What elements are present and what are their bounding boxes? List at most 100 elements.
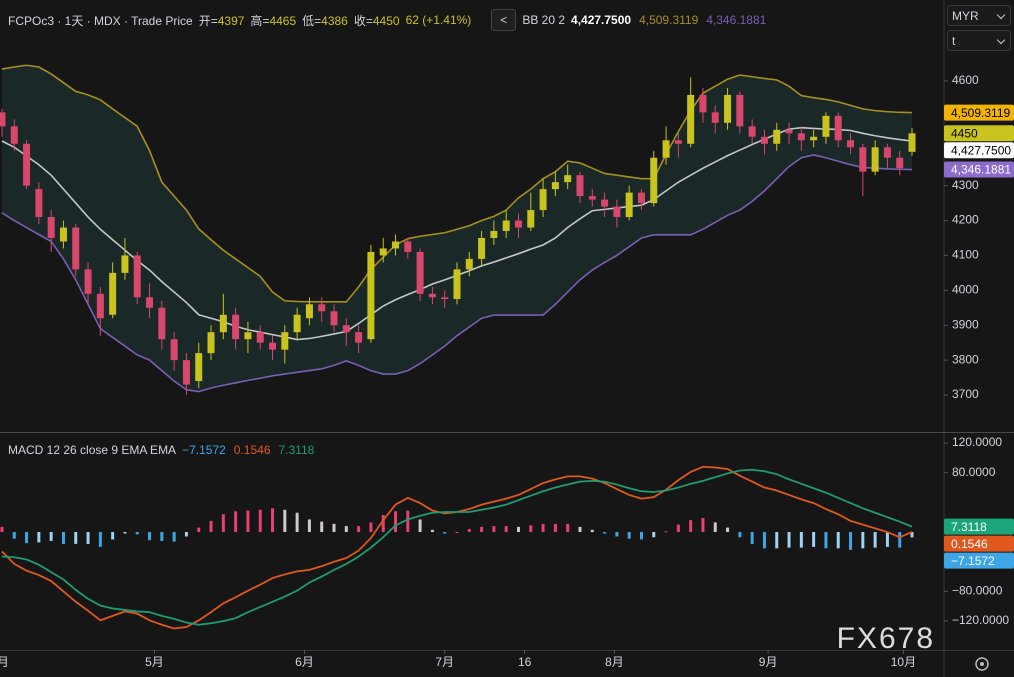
histogram-bar bbox=[357, 526, 361, 533]
candle-body bbox=[896, 157, 904, 169]
histogram-bar bbox=[799, 532, 803, 548]
axis-tag-label: 7.3118 bbox=[951, 520, 987, 534]
candle-body bbox=[625, 192, 633, 218]
histogram-bar bbox=[295, 512, 299, 533]
histogram-bar bbox=[369, 522, 373, 533]
histogram-bar bbox=[689, 520, 693, 533]
axis-tag-label: 0.1546 bbox=[951, 537, 988, 551]
y-tick-label: −120.0000 bbox=[952, 613, 1009, 627]
histogram-bar bbox=[775, 532, 779, 549]
histogram-bar bbox=[664, 531, 668, 533]
macd-value: 0.1546 bbox=[233, 443, 271, 457]
histogram-bar bbox=[713, 522, 717, 533]
candle-body bbox=[84, 269, 92, 294]
candle-body bbox=[293, 314, 301, 333]
candle-body bbox=[514, 220, 522, 228]
candle-body bbox=[527, 210, 535, 228]
candle-body bbox=[883, 147, 891, 158]
x-tick-label: 5月 bbox=[145, 655, 164, 669]
candle-body bbox=[576, 175, 584, 197]
settings-gear-center[interactable] bbox=[980, 662, 984, 666]
candle-body bbox=[588, 196, 596, 200]
candle-body bbox=[47, 217, 55, 238]
histogram-bar bbox=[320, 521, 324, 533]
macd-value: 7.3118 bbox=[278, 443, 315, 457]
candle-body bbox=[736, 94, 744, 127]
candle-body bbox=[637, 192, 645, 204]
histogram-bar bbox=[418, 519, 422, 533]
candle-body bbox=[822, 115, 830, 137]
candle-body bbox=[59, 227, 67, 242]
candle-body bbox=[760, 136, 768, 144]
candle-body bbox=[121, 255, 129, 273]
candle-body bbox=[379, 248, 387, 256]
ohlc-label: 低= bbox=[302, 13, 322, 28]
histogram-bar bbox=[381, 514, 385, 533]
candle-body bbox=[355, 332, 363, 343]
histogram-bar bbox=[516, 526, 520, 533]
histogram-bar bbox=[406, 510, 410, 533]
axis-tag-label: 4,346.1881 bbox=[951, 163, 1011, 177]
histogram-bar bbox=[111, 532, 115, 540]
candle-body bbox=[170, 339, 178, 361]
y-tick-label: 3700 bbox=[952, 387, 979, 401]
candle-body bbox=[601, 199, 609, 207]
x-tick-label: 9月 bbox=[759, 655, 778, 669]
histogram-bar bbox=[615, 532, 619, 537]
histogram-bar bbox=[603, 532, 607, 534]
candle-body bbox=[96, 293, 104, 319]
indicator-value: 4,427.7500 bbox=[571, 13, 632, 27]
histogram-bar bbox=[701, 517, 705, 533]
candle-body bbox=[687, 94, 695, 144]
mode-select[interactable]: t bbox=[947, 30, 1011, 51]
axis-tag-label: 4,427.7500 bbox=[951, 143, 1011, 157]
histogram-bar bbox=[61, 532, 65, 544]
histogram-bar bbox=[762, 532, 766, 549]
axis-tag bbox=[944, 535, 1014, 552]
watermark: FX678 bbox=[837, 622, 935, 655]
axis-tag bbox=[944, 104, 1014, 121]
histogram-bar bbox=[148, 532, 152, 541]
candle-body bbox=[182, 360, 190, 385]
candle-body bbox=[834, 115, 842, 141]
candle-body bbox=[342, 325, 350, 333]
band-line bbox=[1, 64, 913, 303]
settings-icon[interactable] bbox=[975, 657, 989, 671]
ohlc-value: 4450 bbox=[372, 13, 400, 28]
histogram-bar bbox=[750, 532, 754, 544]
histogram-bar bbox=[578, 526, 582, 533]
candle-body bbox=[392, 241, 400, 249]
candle-body bbox=[244, 332, 252, 340]
ohlc-value: 4386 bbox=[321, 13, 348, 28]
histogram-bar bbox=[873, 532, 877, 548]
y-tick-label: 4200 bbox=[952, 213, 979, 227]
ohlc-value: 4465 bbox=[269, 13, 297, 28]
indicator-value: 4,346.1881 bbox=[706, 13, 767, 27]
histogram-bar bbox=[283, 509, 287, 533]
y-tick-label: 4000 bbox=[952, 282, 979, 296]
histogram-bar bbox=[627, 532, 631, 539]
candle-body bbox=[711, 112, 719, 123]
histogram-bar bbox=[738, 532, 742, 538]
candle-body bbox=[441, 297, 449, 300]
histogram-bar bbox=[430, 529, 434, 533]
candle-body bbox=[109, 272, 117, 315]
candle-body bbox=[305, 304, 313, 319]
histogram-bar bbox=[37, 532, 41, 543]
candle-body bbox=[23, 143, 31, 186]
histogram-bar bbox=[12, 532, 16, 539]
y-tick-label: 4600 bbox=[952, 73, 979, 87]
settings-gear[interactable] bbox=[975, 657, 989, 671]
currency-select[interactable]: MYR bbox=[947, 5, 1011, 26]
back-button[interactable]: < bbox=[491, 9, 517, 31]
histogram-bar bbox=[492, 526, 496, 533]
y-tick-label: 80.0000 bbox=[952, 465, 996, 479]
candle-body bbox=[564, 175, 572, 183]
histogram-bar bbox=[123, 532, 127, 534]
histogram-bar bbox=[184, 532, 188, 537]
axis-tag bbox=[944, 142, 1014, 159]
x-tick-label: 7月 bbox=[435, 655, 454, 669]
y-tick-label: 4300 bbox=[952, 178, 979, 192]
candle-body bbox=[613, 206, 621, 218]
histogram-bar bbox=[467, 529, 471, 533]
